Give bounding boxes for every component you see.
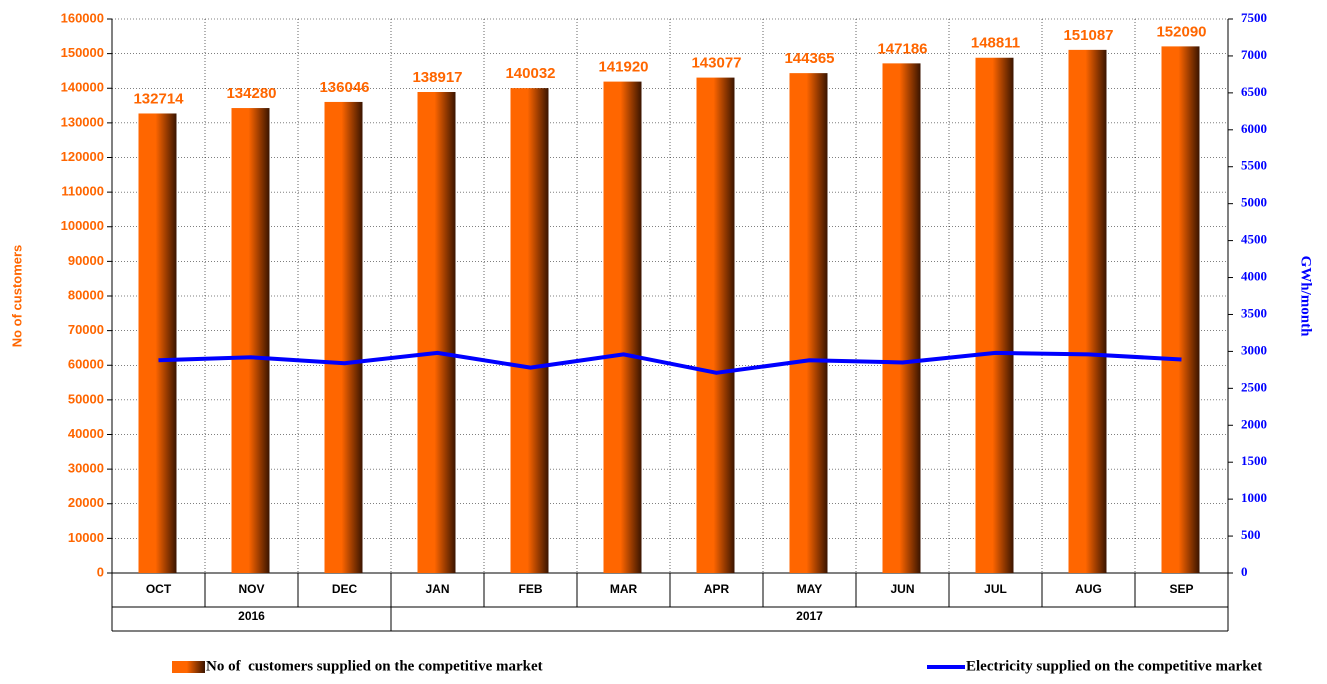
y-tick-label: 60000 (68, 357, 104, 372)
y2-tick-label: 2000 (1241, 416, 1267, 431)
y2-tick-label: 4000 (1241, 269, 1267, 284)
bar-value-label: 138917 (412, 69, 462, 86)
x-tick-label: SEP (1169, 582, 1193, 596)
y-tick-label: 30000 (68, 461, 104, 476)
bar (882, 63, 921, 574)
y-tick-label: 70000 (68, 322, 104, 337)
bar (417, 91, 456, 574)
bar (603, 81, 642, 574)
y2-tick-label: 7000 (1241, 47, 1267, 62)
x-tick-label: MAY (797, 582, 823, 596)
y-tick-label: 130000 (61, 114, 104, 129)
bar-value-label: 148811 (971, 35, 1020, 52)
y-tick-label: 80000 (68, 287, 104, 302)
bar (231, 108, 270, 574)
y-axis-title: No of customers (9, 245, 24, 348)
y2-tick-label: 5500 (1241, 158, 1267, 173)
bar (1161, 46, 1200, 574)
bar-value-label: 152090 (1156, 23, 1206, 40)
x-tick-label: JUN (890, 582, 914, 596)
legend-label: Electricity supplied on the competitive … (966, 658, 1262, 674)
bar-value-label: 132714 (133, 90, 184, 107)
group-label: 2017 (796, 609, 823, 623)
x-tick-label: JAN (425, 582, 449, 596)
x-tick-label: DEC (332, 582, 358, 596)
bar (696, 77, 735, 573)
bar-value-label: 143077 (691, 55, 741, 72)
x-tick-label: JUL (984, 582, 1007, 596)
y-tick-label: 120000 (61, 149, 104, 164)
y2-tick-label: 6500 (1241, 84, 1267, 99)
y2-tick-label: 6000 (1241, 121, 1267, 136)
bar (789, 73, 828, 574)
bar (324, 101, 363, 573)
y-tick-label: 140000 (61, 80, 104, 95)
bar (138, 113, 177, 573)
bar-value-label: 151087 (1063, 27, 1113, 44)
x-tick-label: FEB (519, 582, 543, 596)
y-tick-label: 50000 (68, 391, 104, 406)
group-label: 2016 (238, 609, 265, 623)
bar-value-label: 144365 (784, 50, 834, 67)
bar (1068, 49, 1107, 573)
y-tick-label: 150000 (61, 45, 104, 60)
bar-value-label: 141920 (598, 59, 648, 76)
y-tick-label: 110000 (61, 184, 104, 199)
bar (510, 88, 549, 574)
y-tick-label: 160000 (61, 10, 104, 25)
y2-tick-label: 3000 (1241, 342, 1267, 357)
y2-tick-label: 5000 (1241, 195, 1267, 210)
y-tick-label: 10000 (68, 530, 104, 545)
bar-value-label: 140032 (505, 65, 555, 82)
y2-tick-label: 2500 (1241, 379, 1267, 394)
y2-tick-label: 0 (1241, 564, 1248, 579)
y2-tick-label: 3500 (1241, 305, 1267, 320)
y2-tick-label: 1000 (1241, 490, 1267, 505)
y-tick-label: 40000 (68, 426, 104, 441)
x-tick-label: NOV (238, 582, 264, 596)
bar-value-label: 147186 (877, 40, 927, 57)
x-tick-label: APR (704, 582, 730, 596)
bar (975, 57, 1014, 573)
x-tick-label: AUG (1075, 582, 1102, 596)
y2-tick-label: 7500 (1241, 10, 1267, 25)
x-tick-label: MAR (610, 582, 638, 596)
x-tick-label: OCT (146, 582, 172, 596)
line (158, 350, 1182, 375)
y2-tick-label: 500 (1241, 527, 1261, 542)
y2-tick-label: 1500 (1241, 453, 1267, 468)
y-tick-label: 20000 (68, 495, 104, 510)
y-tick-label: 90000 (68, 253, 104, 268)
y-tick-label: 100000 (61, 218, 104, 233)
y-tick-label: 0 (97, 564, 104, 579)
bar-value-label: 136046 (319, 79, 369, 96)
y2-tick-label: 4500 (1241, 232, 1267, 247)
legend-swatch (172, 661, 205, 673)
plot: 0100002000030000400005000060000700008000… (61, 10, 1267, 674)
bar-value-label: 134280 (226, 85, 276, 102)
legend-label: No of customers supplied on the competit… (206, 658, 543, 674)
y2-axis-title: GWh/month (1298, 256, 1314, 338)
